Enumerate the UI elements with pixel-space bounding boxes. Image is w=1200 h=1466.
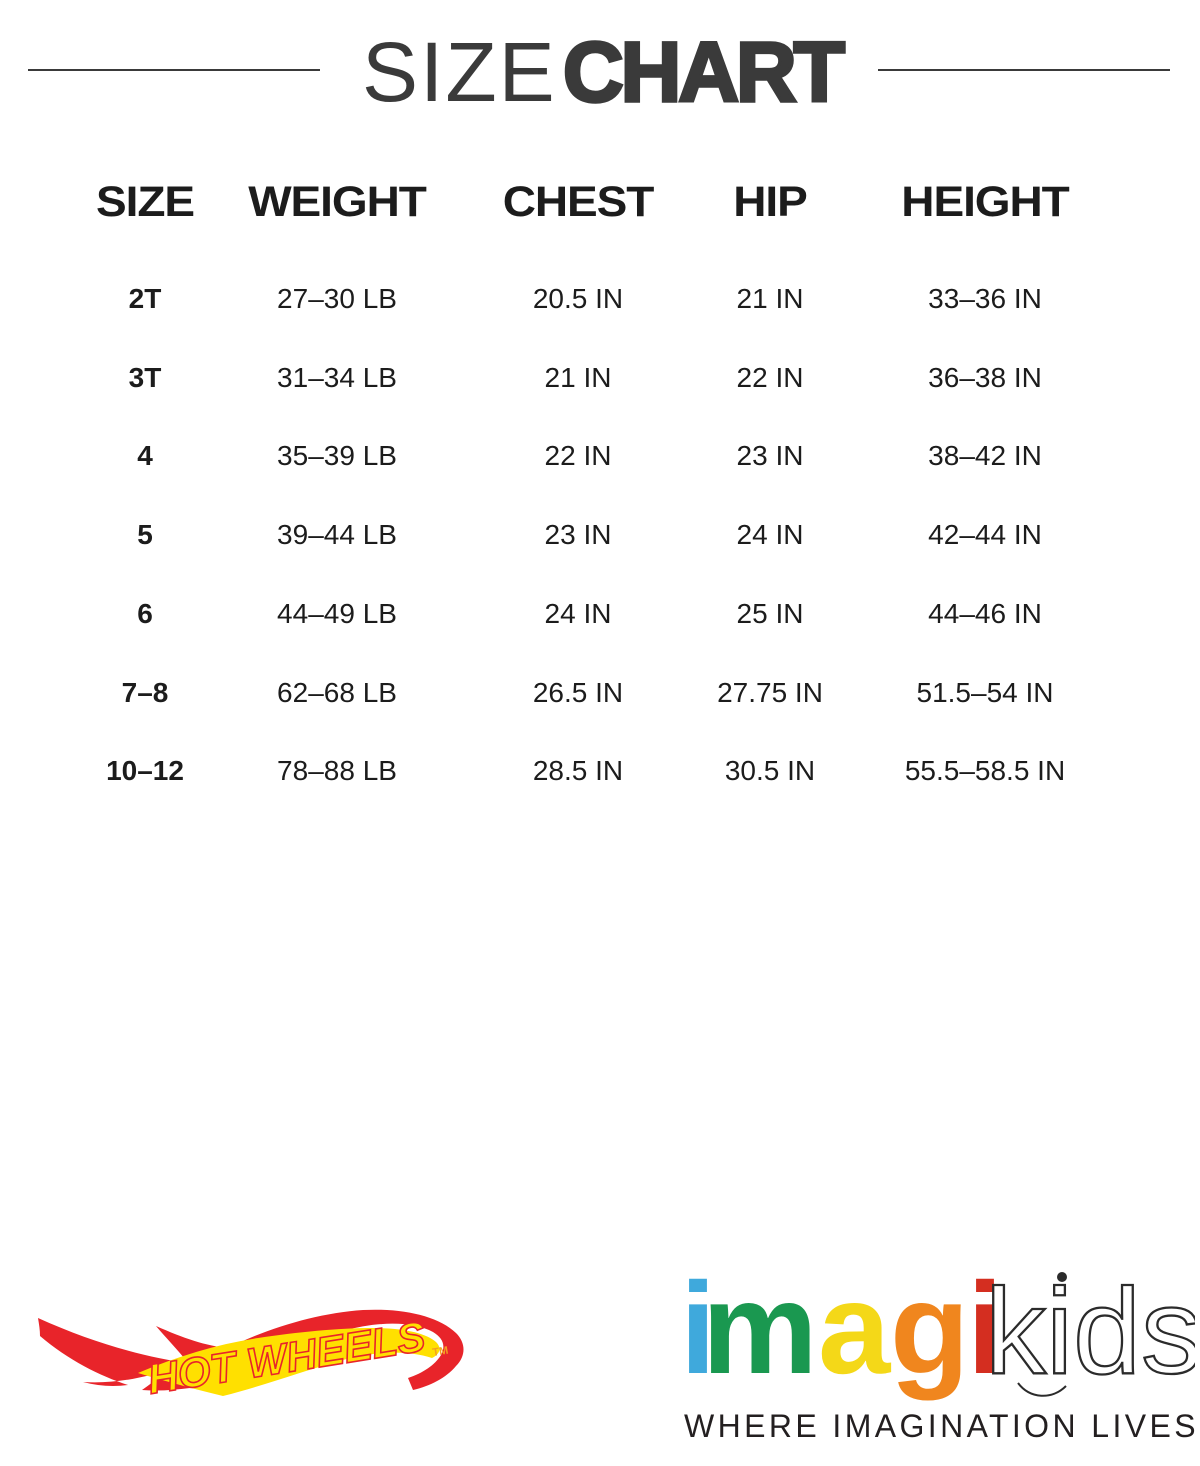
svg-text:kids: kids <box>985 1265 1195 1399</box>
svg-text:imagi: imagi <box>680 1265 1003 1401</box>
svg-text:TM: TM <box>432 1345 450 1359</box>
